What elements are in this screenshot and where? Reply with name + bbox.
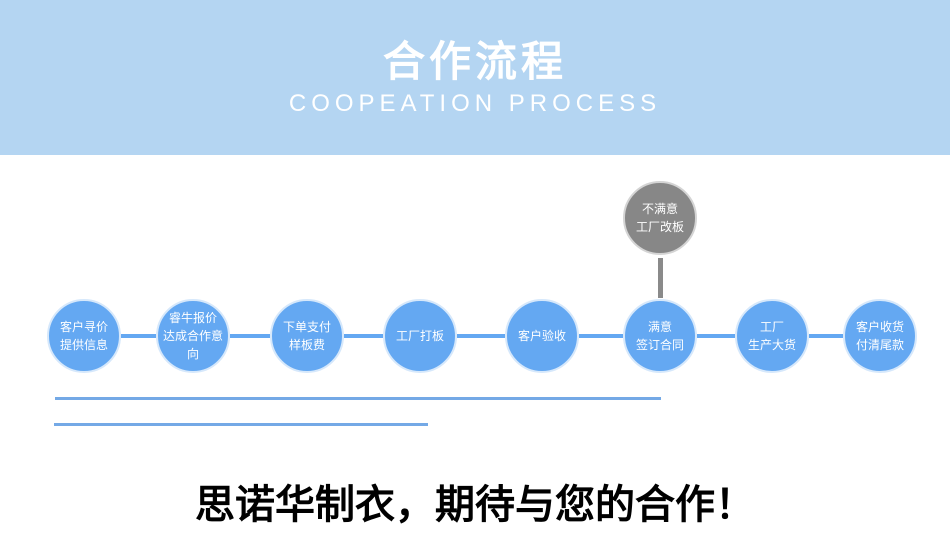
step-label-line1: 客户验收 [517,329,566,343]
divider-line [55,397,661,400]
divider-line [54,423,428,426]
step-connector [579,334,623,338]
step-label-line1: 下单支付 [282,320,331,334]
process-step: 工厂 生产大货 [735,299,809,373]
branch-connector [658,258,663,298]
step-label-line2: 付清尾款 [855,338,904,352]
step-label-line2: 提供信息 [59,338,108,352]
process-step: 客户寻价 提供信息 [47,299,121,373]
step-label-line1: 客户收货 [855,320,904,334]
header-banner: 合作流程 COOPEATION PROCESS [0,0,950,155]
step-connector [121,334,156,338]
step-label-line1: 睿牛报价 [168,311,217,325]
step-label-line2: 达成合作意向 [162,329,223,361]
process-step: 满意 签订合同 [623,299,697,373]
step-label-line1: 满意 [647,320,672,334]
step-connector [230,334,270,338]
step-label-line2: 样板费 [288,338,325,352]
page-subtitle: COOPEATION PROCESS [288,90,662,117]
step-label-line2: 签订合同 [635,338,684,352]
step-connector [457,334,505,338]
step-connector [809,334,843,338]
step-connector [697,334,735,338]
page-title: 合作流程 [382,37,567,86]
slogan: 思诺华制衣，期待与您的合作！ [195,481,755,528]
process-step: 下单支付 样板费 [270,299,344,373]
step-label-line1: 工厂打板 [395,329,444,343]
step-connector [344,334,383,338]
step-label-line2: 工厂改板 [635,220,684,234]
process-step: 客户验收 [505,299,579,373]
step-label-line2: 生产大货 [747,338,796,352]
process-step: 睿牛报价达成合作意向 [156,299,230,373]
process-step: 工厂打板 [383,299,457,373]
step-label-line1: 客户寻价 [59,320,108,334]
step-label-line1: 工厂 [759,320,784,334]
branch-step-rework: 不满意 工厂改板 [623,181,697,255]
step-label-line1: 不满意 [641,202,678,216]
process-step: 客户收货 付清尾款 [843,299,917,373]
